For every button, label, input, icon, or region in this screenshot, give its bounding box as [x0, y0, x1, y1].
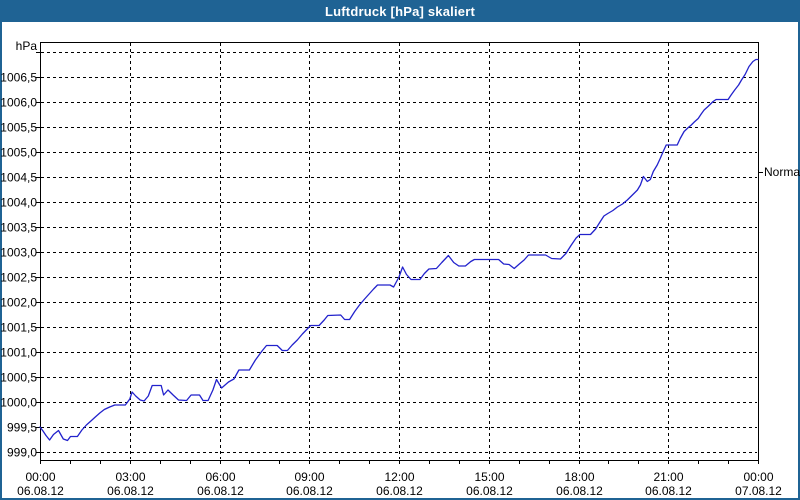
y-axis-tick-label: 1001,0	[0, 346, 37, 360]
x-axis-time-label: 00:00	[743, 470, 773, 484]
y-axis-tick-label: 1004,0	[0, 196, 37, 210]
y-axis-tick-label: 1005,0	[0, 146, 37, 160]
x-axis-date-label: 06.08.12	[107, 484, 154, 498]
y-axis-tick-label: 1000,0	[0, 396, 37, 410]
window-titlebar[interactable]: Luftdruck [hPa] skaliert	[0, 0, 800, 22]
x-axis-date-label: 06.08.12	[376, 484, 423, 498]
x-axis-date-label: 06.08.12	[645, 484, 692, 498]
x-axis-date-label: 06.08.12	[197, 484, 244, 498]
pressure-line-chart: 999,0 999,5 1000,0 1000,5 1001,0 1001,5 1002,0…	[0, 42, 782, 498]
x-axis-date-label: 06.08.12	[556, 484, 603, 498]
x-axis-date-label: 06.08.12	[286, 484, 333, 498]
pressure-line	[39, 58, 759, 442]
x-axis-time-label: 09:00	[294, 470, 324, 484]
y-axis-tick-label: 1002,0	[0, 296, 37, 310]
y-axis-tick-label: 1004,5	[0, 171, 37, 185]
x-axis-date-label: 06.08.12	[466, 484, 513, 498]
window-title: Luftdruck [hPa] skaliert	[325, 3, 475, 19]
y-axis-tick-label: 1006,5	[0, 71, 37, 85]
y-axis-tick-label: 1005,5	[0, 121, 37, 135]
y-axis-tick-label: 999,0	[7, 446, 37, 460]
y-axis-tick-label: 1000,5	[0, 371, 37, 385]
normal-marker-label: Normal	[764, 165, 800, 179]
y-axis-tick-label: 1006,0	[0, 96, 37, 110]
plot-border	[40, 42, 759, 461]
x-axis-date-label: 06.08.12	[17, 484, 64, 498]
x-axis-time-label: 15:00	[474, 470, 504, 484]
y-axis-tick-label: 1002,5	[0, 271, 37, 285]
chart-content: 999,0 999,5 1000,0 1000,5 1001,0 1001,5 1002,0…	[0, 22, 800, 500]
x-axis-time-label: 12:00	[384, 470, 414, 484]
x-axis-time-label: 06:00	[205, 470, 235, 484]
y-axis-tick-label: 1003,0	[0, 246, 37, 260]
y-axis-tick-label: 999,5	[7, 421, 37, 435]
y-axis-tick-label: 1003,5	[0, 221, 37, 235]
x-axis-time-label: 03:00	[115, 470, 145, 484]
x-axis-time-label: 00:00	[25, 470, 55, 484]
y-axis-unit-label: hPa	[15, 39, 37, 53]
x-axis-time-label: 21:00	[653, 470, 683, 484]
x-axis-time-label: 18:00	[564, 470, 594, 484]
y-axis-tick-label: 1001,5	[0, 321, 37, 335]
x-axis-date-label: 07.08.12	[735, 484, 782, 498]
